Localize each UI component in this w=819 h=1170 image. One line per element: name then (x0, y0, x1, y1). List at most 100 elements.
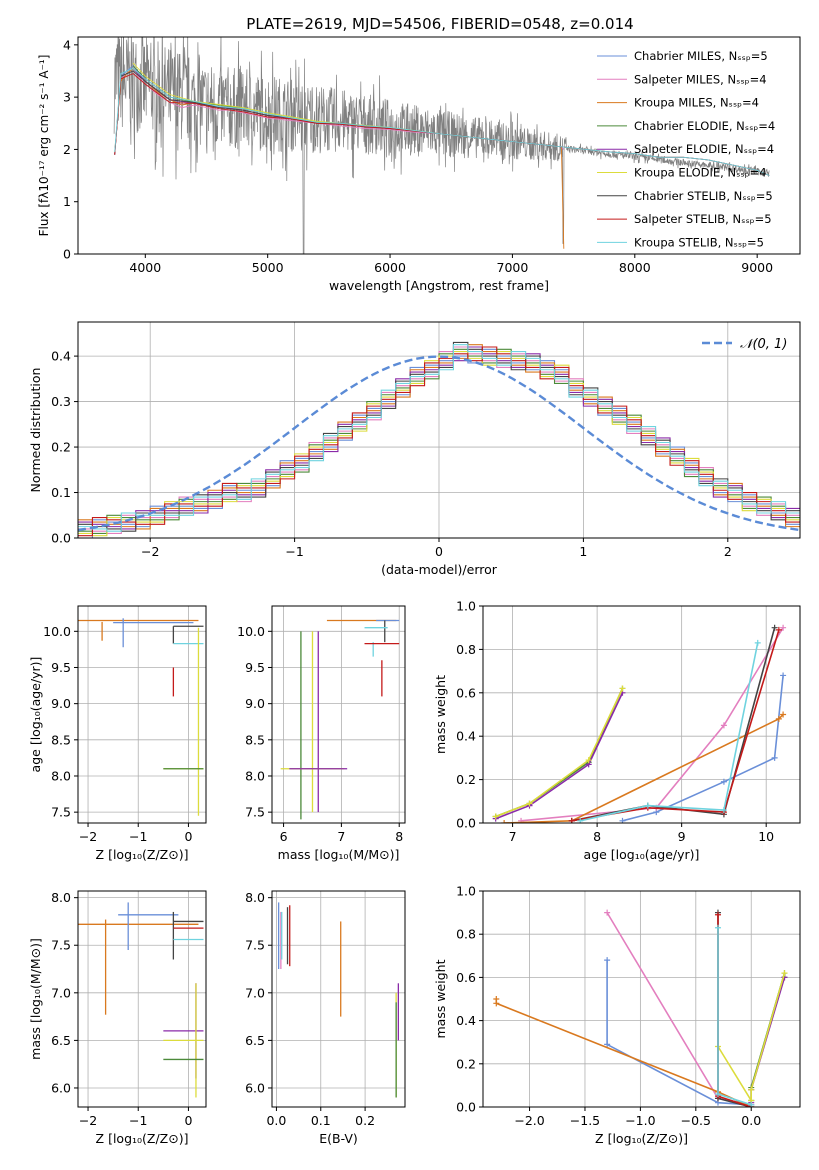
axis-label-y: mass weight (433, 675, 448, 754)
axis-label-x: mass [log₁₀(M/M⊙)] (278, 847, 400, 862)
tick-label-y: 0.0 (456, 1100, 476, 1115)
panel-spectrum: 4000 5000 6000 7000 8000 9000 0 1 2 3 4 wavelength … (37, 36, 801, 293)
tick-label-y: 3 (63, 90, 71, 105)
tick-label-y: 9.0 (51, 696, 71, 711)
tick-label-x: 10 (758, 829, 774, 844)
tick-label-x: −1 (129, 1113, 147, 1128)
tick-label-y: 0.6 (456, 685, 476, 700)
tick-label-x: 6000 (374, 260, 406, 275)
tick-label-y: 1.0 (456, 599, 476, 614)
point-marker (714, 1091, 721, 1098)
series-line-salpeter_elodie (750, 977, 786, 1103)
legend-label: Salpeter STELIB, Nₛₛₚ=5 (634, 212, 772, 226)
tick-label-y: 9.5 (51, 660, 71, 675)
tick-label-x: 0 (184, 1113, 192, 1128)
point-marker (604, 957, 611, 964)
tick-label-y: 0.4 (51, 349, 71, 364)
axes-frame (77, 890, 207, 1108)
tick-label-x: −1.5 (570, 1113, 600, 1128)
tick-label-x: 1 (579, 544, 587, 559)
series-line-chabrier_elodie (495, 688, 624, 818)
series-line-chabrier_stelib (571, 627, 776, 822)
plot-area-age-vs-Z (78, 618, 204, 816)
axes-frame (271, 890, 406, 1108)
tick-label-x: 7 (509, 829, 517, 844)
axis-label-x: E(B-V) (319, 1131, 358, 1146)
axis-label-y: Normed distribution (28, 368, 43, 493)
tick-label-y: 0.0 (456, 816, 476, 831)
point-marker (771, 754, 778, 761)
tick-label-y: 6.5 (51, 1033, 71, 1048)
tick-label-y: 6.0 (51, 1080, 71, 1095)
tick-label-x: 0.0 (741, 1113, 761, 1128)
axis-label-y: mass weight (433, 959, 448, 1038)
tick-label-y: 10.0 (43, 624, 71, 639)
tick-label-x: −0.5 (681, 1113, 711, 1128)
tick-label-y: 7.0 (51, 985, 71, 1000)
legend-label: Salpeter MILES, Nₛₛₚ=4 (634, 72, 767, 86)
tick-label-y: 4 (63, 37, 71, 52)
tick-label-y: 0.0 (51, 531, 71, 546)
point-marker (771, 624, 778, 631)
tick-label-x: 9000 (741, 260, 773, 275)
series-line-salpeter_miles (520, 627, 784, 822)
tick-label-x: 8 (593, 829, 601, 844)
plot-area-age-vs-mass (280, 619, 400, 820)
plot-area-mass-weight-vs-age (492, 624, 787, 823)
tick-label-y: 8.0 (51, 768, 71, 783)
tick-label-x: −2 (141, 544, 159, 559)
legend-label: Chabrier STELIB, Nₛₛₚ=5 (634, 189, 773, 203)
axis-label-x: wavelength [Angstrom, rest frame] (329, 278, 549, 293)
tick-label-y: 6.5 (245, 1033, 265, 1048)
point-marker (493, 1000, 500, 1007)
tick-label-x: 9 (678, 829, 686, 844)
legend-label: Kroupa STELIB, Nₛₛₚ=5 (634, 235, 764, 249)
point-marker (780, 624, 787, 631)
plot-area-spectrum (113, 37, 770, 254)
axes-frame (77, 605, 207, 824)
axes-frame (77, 36, 801, 255)
panel-age-vs-Z: −2 −1 0 7.5 8.0 8.5 9.0 9.5 10.0 Z [log₁₀(Z/Z⊙)] a… (28, 605, 207, 862)
point-marker (748, 1086, 755, 1093)
tick-label-y: 8.0 (245, 768, 265, 783)
tick-label-y: 8.0 (245, 890, 265, 905)
tick-label-x: −2.0 (514, 1113, 544, 1128)
legend-label: Kroupa MILES, Nₛₛₚ=4 (634, 96, 759, 110)
tick-label-y: 7.5 (51, 938, 71, 953)
series-line-kroupa_miles (504, 713, 784, 823)
tick-label-y: 7.5 (245, 805, 265, 820)
series-line-kroupa_elodie (495, 688, 624, 818)
tick-label-x: −2 (79, 829, 97, 844)
axis-label-x: (data-model)/error (381, 562, 498, 577)
tick-label-y: 2 (63, 142, 71, 157)
tick-label-x: 6 (280, 829, 288, 844)
plot-area-mass-vs-ebv (277, 902, 400, 1098)
tick-label-x: 8000 (619, 260, 651, 275)
series-line-kroupa_elodie (717, 972, 786, 1104)
series-line-salpeter_elodie (495, 692, 624, 820)
series-line-salpeter_stelib (717, 914, 752, 1107)
point-marker (720, 806, 727, 813)
tick-label-y: 7.0 (245, 985, 265, 1000)
tick-label-y: 6.0 (245, 1080, 265, 1095)
tick-label-x: −1.0 (625, 1113, 655, 1128)
tick-label-y: 0.2 (456, 772, 476, 787)
figure-title: PLATE=2619, MJD=54506, FIBERID=0548, z=0… (246, 15, 633, 33)
tick-label-x: 7000 (497, 260, 529, 275)
series-line-kroupa_stelib (717, 927, 752, 1106)
legend-label: Chabrier ELODIE, Nₛₛₚ=4 (634, 119, 775, 133)
point-marker (714, 924, 721, 931)
panel-age-vs-mass: 6 7 8 7.5 8.0 8.5 9.0 9.5 10.0 mass [log₁₀(M/M⊙)] (237, 605, 406, 862)
series-line-chabrier_stelib (717, 912, 752, 1107)
point-marker (780, 672, 787, 679)
tick-label-y: 8.0 (51, 890, 71, 905)
tick-label-x: 0.1 (311, 1113, 331, 1128)
point-marker (604, 909, 611, 916)
series-line-kroupa_stelib (114, 67, 770, 177)
point-marker (754, 639, 761, 646)
tick-label-x: −2 (79, 1113, 97, 1128)
plot-area-mass-vs-Z (78, 902, 204, 1098)
point-marker (780, 711, 787, 718)
point-marker (781, 970, 788, 977)
